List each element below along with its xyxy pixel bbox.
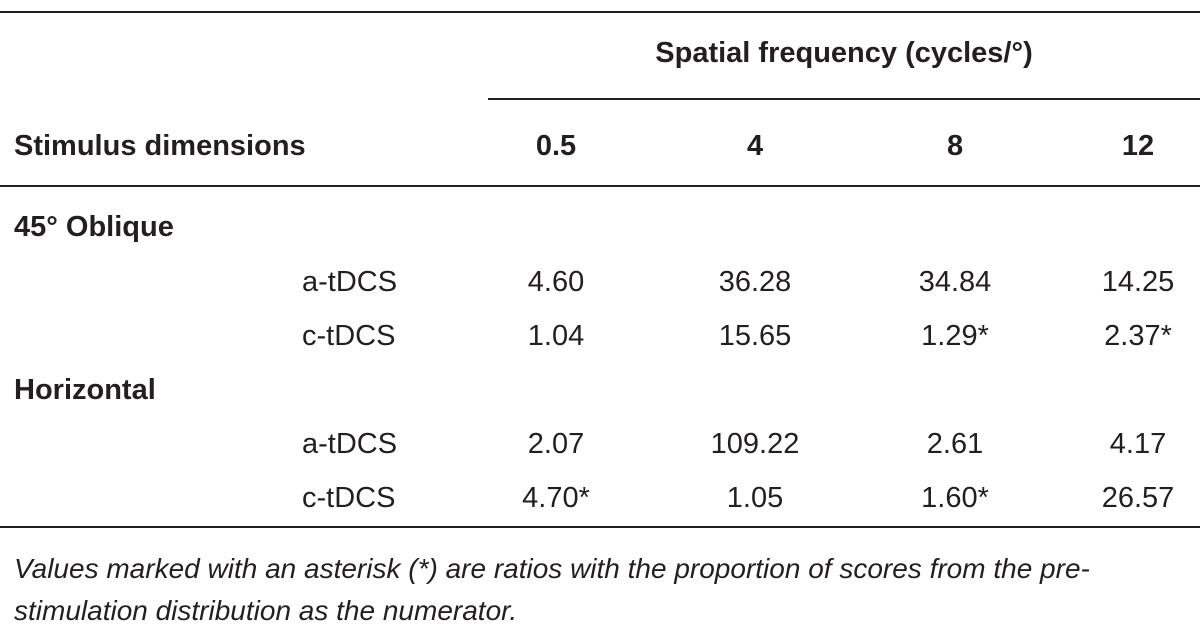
row-condition: c-tDCS bbox=[302, 482, 396, 514]
row-condition: a-tDCS bbox=[302, 428, 398, 460]
table-footnote: Values marked with an asterisk (*) are r… bbox=[14, 553, 1090, 626]
group-label-horizontal: Horizontal bbox=[14, 374, 156, 406]
spanner-header: Spatial frequency (cycles/°) bbox=[655, 37, 1033, 69]
table-top-rule bbox=[0, 11, 1200, 13]
header-rule bbox=[0, 185, 1200, 187]
table-bottom-rule bbox=[0, 526, 1200, 528]
group-label-oblique: 45° Oblique bbox=[14, 211, 174, 243]
row-condition: a-tDCS bbox=[302, 266, 398, 298]
stub-header: Stimulus dimensions bbox=[14, 130, 306, 162]
spanner-rule bbox=[488, 98, 1200, 100]
row-condition: c-tDCS bbox=[302, 320, 396, 352]
